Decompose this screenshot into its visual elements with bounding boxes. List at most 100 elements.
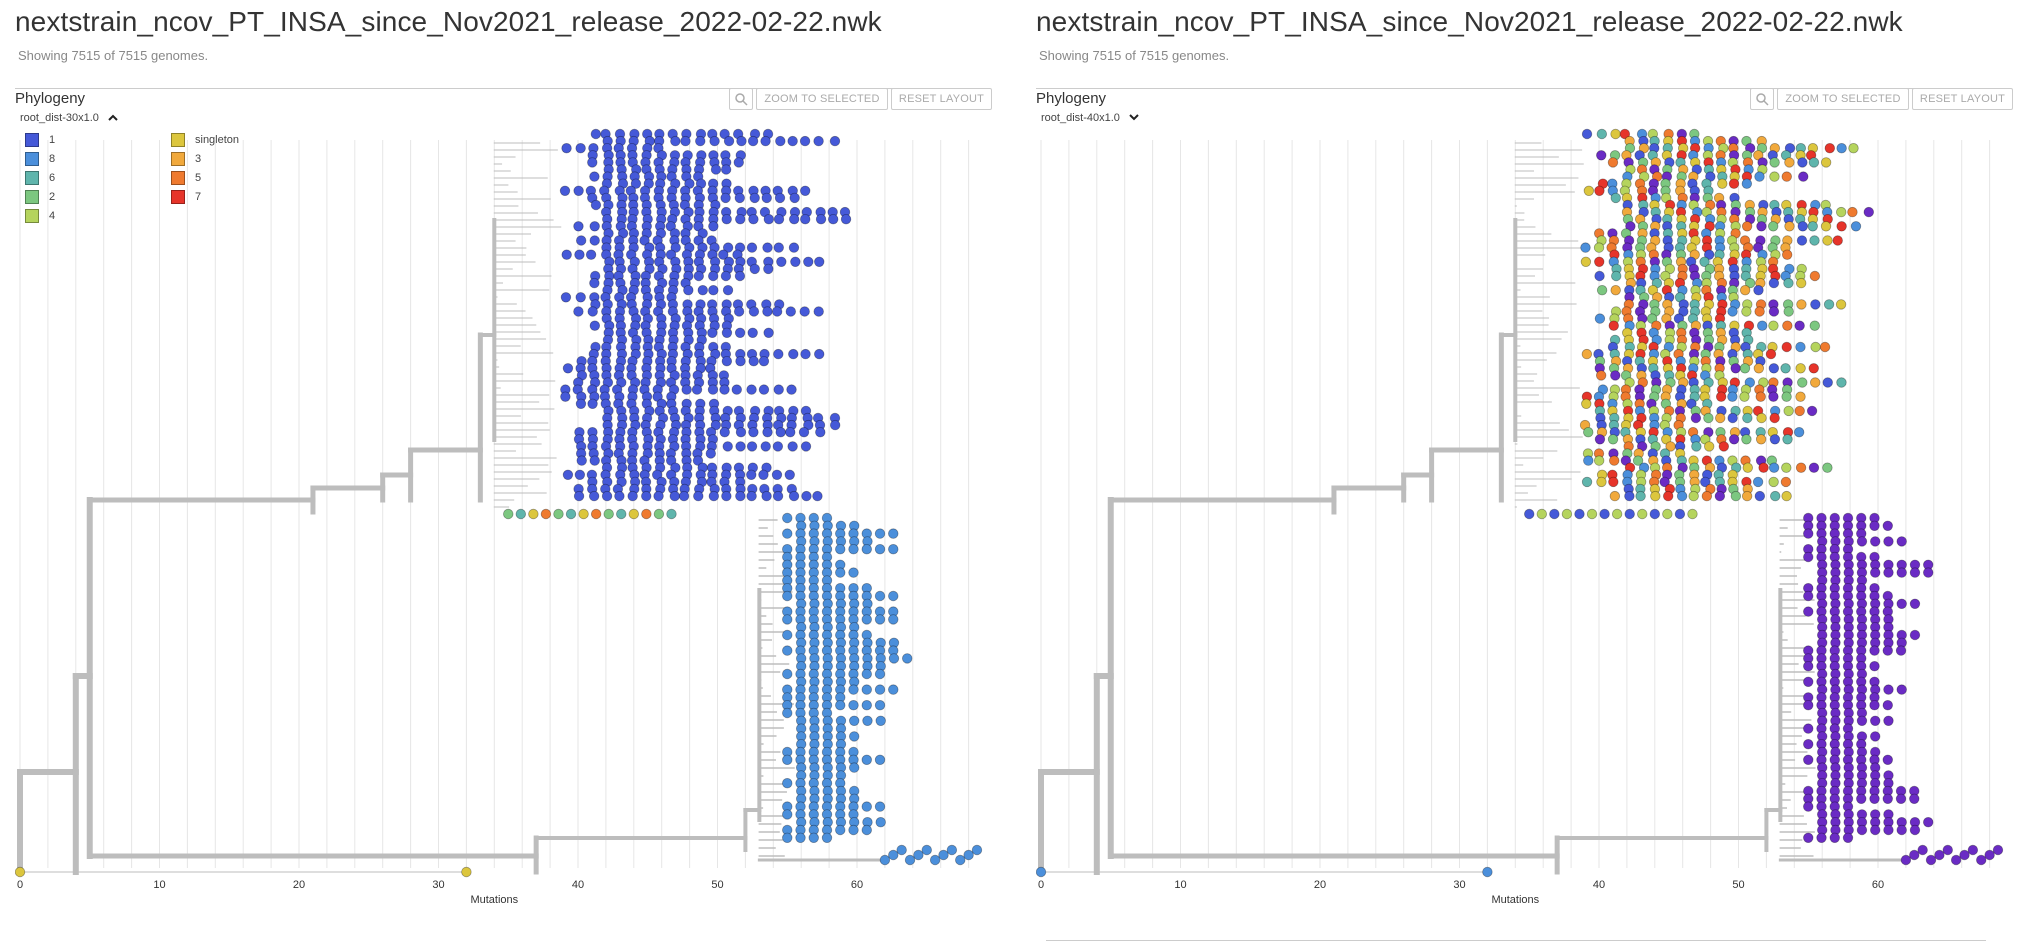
tip-node[interactable]: [782, 707, 793, 719]
tip-node[interactable]: [1819, 341, 1831, 353]
tip-node[interactable]: [803, 256, 814, 268]
tip-node[interactable]: [772, 490, 784, 502]
tip-node[interactable]: [1794, 320, 1805, 331]
tip-node[interactable]: [1870, 731, 1881, 742]
tip-node[interactable]: [888, 684, 899, 695]
tip-node[interactable]: [1757, 320, 1768, 331]
tip-node[interactable]: [722, 285, 734, 296]
tip-node[interactable]: [1934, 849, 1945, 861]
tip-node[interactable]: [771, 306, 783, 317]
tip-node[interactable]: [1730, 490, 1742, 502]
tip-node[interactable]: [1835, 299, 1847, 310]
tip-node[interactable]: [1896, 684, 1907, 695]
tip-node[interactable]: [896, 844, 907, 856]
tip-node[interactable]: [762, 242, 773, 253]
tip-node[interactable]: [798, 427, 810, 438]
tip-node[interactable]: [574, 469, 586, 481]
tip-node[interactable]: [683, 285, 694, 296]
tip-node[interactable]: [1797, 157, 1808, 168]
tip-node[interactable]: [921, 844, 932, 856]
zoom-to-selected-button[interactable]: ZOOM TO SELECTED: [756, 88, 888, 110]
tip-node[interactable]: [515, 508, 527, 520]
tip-node[interactable]: [1768, 306, 1780, 317]
tip-node[interactable]: [1896, 567, 1907, 578]
tip-node[interactable]: [1869, 700, 1880, 711]
tip-node[interactable]: [786, 384, 797, 395]
tip-node[interactable]: [1752, 476, 1764, 488]
tip-node[interactable]: [1609, 490, 1621, 502]
tip-node[interactable]: [575, 292, 586, 303]
tip-node[interactable]: [1870, 824, 1881, 836]
tip-node[interactable]: [1741, 178, 1753, 189]
tip-node[interactable]: [861, 700, 872, 711]
tip-node[interactable]: [800, 213, 811, 225]
tip-node[interactable]: [1795, 341, 1806, 353]
tip-node[interactable]: [1755, 391, 1766, 402]
tip-node[interactable]: [1741, 434, 1752, 445]
tip-node[interactable]: [720, 192, 731, 204]
tip-node[interactable]: [1781, 391, 1792, 402]
tip-node[interactable]: [815, 213, 827, 225]
tip-node[interactable]: [720, 270, 732, 282]
tip-node[interactable]: [888, 590, 899, 602]
tip-node[interactable]: [578, 508, 589, 520]
tip-node[interactable]: [1923, 817, 1934, 828]
tip-node[interactable]: [763, 327, 774, 339]
tip-node[interactable]: [1741, 490, 1753, 502]
tip-node[interactable]: [1809, 270, 1821, 282]
tip-node[interactable]: [1607, 157, 1619, 168]
tip-node[interactable]: [735, 427, 747, 438]
tip-node[interactable]: [1803, 700, 1814, 711]
tip-node[interactable]: [575, 235, 587, 246]
tip-node[interactable]: [1753, 363, 1765, 374]
tip-node[interactable]: [1611, 270, 1622, 282]
tip-node[interactable]: [1950, 854, 1962, 866]
tip-node[interactable]: [1580, 242, 1591, 253]
tip-node[interactable]: [15, 866, 26, 878]
tip-node[interactable]: [812, 490, 823, 502]
tip-node[interactable]: [1595, 370, 1607, 381]
tip-node[interactable]: [787, 135, 798, 147]
tip-node[interactable]: [1896, 536, 1907, 547]
tip-node[interactable]: [748, 356, 759, 367]
tip-node[interactable]: [1625, 221, 1636, 232]
tip-node[interactable]: [574, 249, 585, 260]
tip-node[interactable]: [1781, 490, 1792, 502]
tip-node[interactable]: [861, 614, 872, 625]
tip-node[interactable]: [587, 306, 598, 317]
tip-node[interactable]: [1768, 476, 1779, 488]
tip-node[interactable]: [1661, 434, 1672, 445]
tip-node[interactable]: [1782, 434, 1793, 445]
tip-node[interactable]: [776, 256, 787, 268]
tip-node[interactable]: [528, 508, 539, 520]
tip-node[interactable]: [1967, 844, 1979, 856]
reset-layout-button[interactable]: RESET LAYOUT: [1912, 88, 2013, 110]
tip-node[interactable]: [639, 235, 650, 246]
tip-node[interactable]: [1803, 832, 1814, 844]
tip-node[interactable]: [734, 327, 746, 339]
tip-node[interactable]: [589, 320, 601, 331]
tip-node[interactable]: [1882, 700, 1893, 711]
tip-node[interactable]: [1686, 398, 1697, 410]
tip-node[interactable]: [1803, 590, 1814, 602]
tip-node[interactable]: [1869, 793, 1880, 805]
tip-node[interactable]: [1882, 645, 1893, 656]
tip-node[interactable]: [691, 384, 703, 395]
tip-node[interactable]: [693, 270, 704, 282]
tip-node[interactable]: [573, 306, 584, 317]
tip-node[interactable]: [587, 157, 598, 168]
tip-node[interactable]: [1608, 476, 1619, 488]
tip-node[interactable]: [1586, 508, 1598, 520]
tip-node[interactable]: [721, 356, 733, 367]
tip-node[interactable]: [710, 419, 722, 431]
tip-node[interactable]: [708, 285, 719, 296]
tip-node[interactable]: [1923, 567, 1934, 578]
tip-node[interactable]: [653, 508, 665, 520]
tip-node[interactable]: [590, 128, 602, 140]
tip-node[interactable]: [774, 192, 786, 204]
tip-node[interactable]: [734, 270, 746, 282]
tip-node[interactable]: [503, 508, 514, 520]
tip-node[interactable]: [782, 645, 793, 656]
tip-node[interactable]: [829, 419, 841, 431]
tip-node[interactable]: [1662, 508, 1673, 520]
